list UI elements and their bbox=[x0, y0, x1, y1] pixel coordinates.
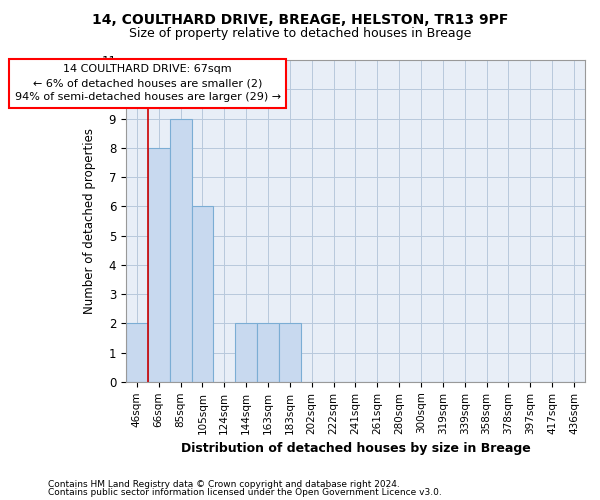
Bar bbox=[279, 324, 301, 382]
X-axis label: Distribution of detached houses by size in Breage: Distribution of detached houses by size … bbox=[181, 442, 530, 455]
Bar bbox=[148, 148, 170, 382]
Text: Size of property relative to detached houses in Breage: Size of property relative to detached ho… bbox=[129, 28, 471, 40]
Text: 14, COULTHARD DRIVE, BREAGE, HELSTON, TR13 9PF: 14, COULTHARD DRIVE, BREAGE, HELSTON, TR… bbox=[92, 12, 508, 26]
Bar bbox=[170, 118, 191, 382]
Bar bbox=[126, 324, 148, 382]
Text: 14 COULTHARD DRIVE: 67sqm
← 6% of detached houses are smaller (2)
94% of semi-de: 14 COULTHARD DRIVE: 67sqm ← 6% of detach… bbox=[15, 64, 281, 102]
Bar bbox=[235, 324, 257, 382]
Text: Contains HM Land Registry data © Crown copyright and database right 2024.: Contains HM Land Registry data © Crown c… bbox=[48, 480, 400, 489]
Text: Contains public sector information licensed under the Open Government Licence v3: Contains public sector information licen… bbox=[48, 488, 442, 497]
Bar bbox=[191, 206, 214, 382]
Bar bbox=[257, 324, 279, 382]
Y-axis label: Number of detached properties: Number of detached properties bbox=[83, 128, 95, 314]
